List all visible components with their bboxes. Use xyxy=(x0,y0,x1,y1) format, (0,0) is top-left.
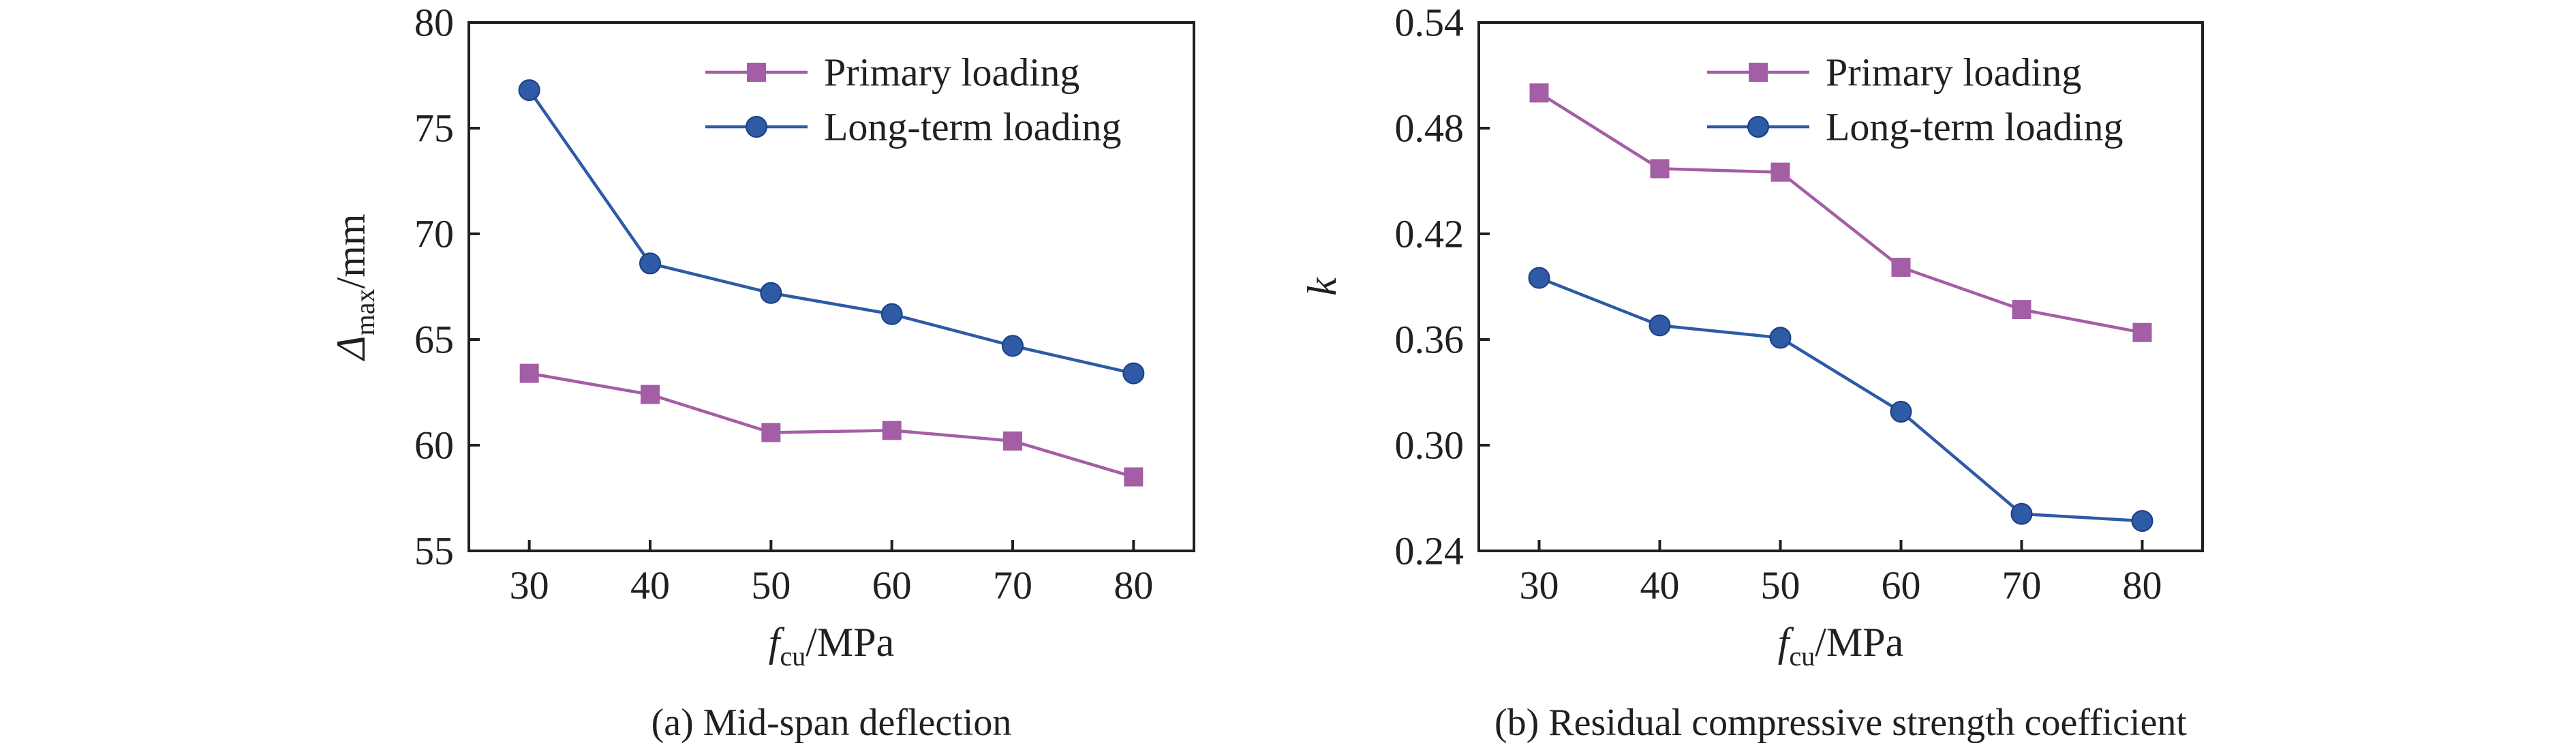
legend: Primary loading Long-term loading xyxy=(705,50,1122,149)
data-point xyxy=(1529,83,1549,103)
data-point xyxy=(882,421,902,440)
data-point xyxy=(519,363,539,383)
legend-label: Primary loading xyxy=(1826,50,2081,95)
x-tick-label: 30 xyxy=(510,563,549,607)
x-tick-label: 60 xyxy=(872,563,912,607)
x-axis-label: fcu/MPa xyxy=(769,620,894,672)
series-line xyxy=(527,89,1134,375)
y-tick-label: 70 xyxy=(414,212,454,256)
series-long-term-loading xyxy=(518,79,1145,385)
legend-circle-marker xyxy=(746,116,767,138)
data-point xyxy=(1649,314,1671,337)
data-point xyxy=(1002,335,1024,357)
legend-label: Long-term loading xyxy=(1826,105,2123,149)
data-point xyxy=(641,385,660,404)
x-tick-label: 60 xyxy=(1882,563,1921,607)
legend-circle-marker xyxy=(1747,116,1769,138)
data-point xyxy=(761,423,781,442)
y-tick-label: 0.36 xyxy=(1395,318,1465,362)
data-point xyxy=(1003,431,1022,451)
y-tick-label: 75 xyxy=(414,106,454,151)
x-tick-label: 80 xyxy=(2123,563,2162,607)
legend-label: Long-term loading xyxy=(824,105,1122,149)
x-tick-label: 40 xyxy=(630,563,670,607)
x-tick-label: 40 xyxy=(1640,563,1680,607)
data-point xyxy=(1650,159,1670,179)
y-tick-label: 60 xyxy=(414,423,454,468)
legend-square-marker xyxy=(1749,63,1768,82)
series-line xyxy=(1538,276,2143,523)
x-tick-label: 70 xyxy=(993,563,1032,607)
series-line xyxy=(529,372,1134,479)
y-tick-label: 55 xyxy=(414,529,454,573)
series-line xyxy=(1538,91,2143,334)
data-point xyxy=(1890,400,1912,423)
legend-label: Primary loading xyxy=(824,50,1079,95)
chart-caption: (b) Residual compressive strength coeffi… xyxy=(1494,702,2187,744)
data-point xyxy=(1124,467,1144,487)
data-point xyxy=(880,303,903,325)
y-axis-label: k xyxy=(1300,277,1345,296)
plot-frame xyxy=(467,21,1195,552)
chart-caption: (a) Mid-span deflection xyxy=(651,702,1012,744)
y-tick-label: 0.48 xyxy=(1395,106,1465,151)
data-point xyxy=(1528,267,1550,289)
legend: Primary loading Long-term loading xyxy=(1707,50,2123,149)
y-axis-label: Δmax/mm xyxy=(328,213,380,361)
data-point xyxy=(518,79,540,102)
chart-b: 0.24 0.30 0.36 0.42 0.48 0.54 30 40 50 60 70 80 fcu/… xyxy=(1300,1,2204,744)
data-point xyxy=(1122,362,1145,385)
chart-a: 55 60 65 70 75 80 30 40 50 60 70 80 fcu/MPa Δmax/mm Pr… xyxy=(328,1,1195,744)
data-point xyxy=(1770,162,1790,182)
data-point xyxy=(1769,327,1792,349)
x-tick-label: 50 xyxy=(751,563,791,607)
plot-frame xyxy=(1477,21,2204,552)
x-axis-label: fcu/MPa xyxy=(1778,620,1903,672)
series-primary-loading xyxy=(1529,83,2152,342)
y-tick-label: 0.54 xyxy=(1395,1,1465,45)
x-tick-label: 70 xyxy=(2002,563,2042,607)
legend-square-marker xyxy=(747,63,766,82)
x-tick-label: 30 xyxy=(1520,563,1559,607)
y-tick-label: 80 xyxy=(414,1,454,45)
y-tick-label: 0.30 xyxy=(1395,423,1465,468)
x-tick-label: 50 xyxy=(1761,563,1800,607)
data-point xyxy=(2131,510,2153,532)
data-point xyxy=(1891,258,1911,277)
y-tick-label: 0.24 xyxy=(1395,529,1465,573)
data-point xyxy=(760,282,782,304)
y-tick-label: 0.42 xyxy=(1395,212,1465,256)
data-point xyxy=(2132,322,2152,342)
series-primary-loading xyxy=(519,363,1144,487)
x-tick-label: 80 xyxy=(1114,563,1153,607)
y-tick-label: 65 xyxy=(414,318,454,362)
data-point xyxy=(2012,300,2031,320)
data-point xyxy=(2010,502,2033,525)
data-point xyxy=(639,252,661,275)
series-long-term-loading xyxy=(1528,267,2153,532)
